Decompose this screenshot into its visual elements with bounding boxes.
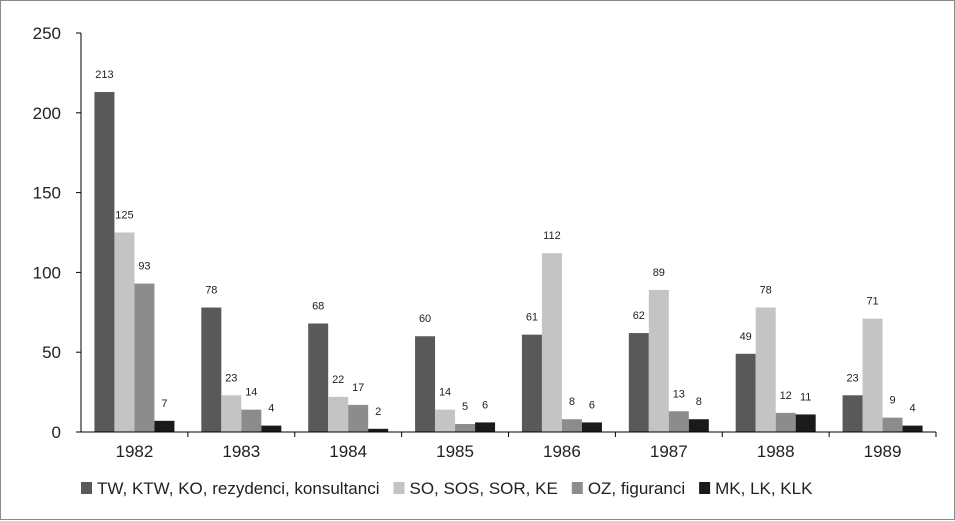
x-tick-label: 1985 xyxy=(436,442,474,461)
data-label: 22 xyxy=(332,374,344,386)
bar xyxy=(201,307,222,432)
data-label: 6 xyxy=(482,399,488,411)
data-label: 4 xyxy=(268,403,274,415)
bar xyxy=(795,414,816,432)
bar xyxy=(134,283,155,432)
bar xyxy=(241,409,262,432)
y-tick-label: 150 xyxy=(33,184,61,203)
x-tick-label: 1988 xyxy=(757,442,795,461)
bar xyxy=(154,420,175,432)
legend-label: MK, LK, KLK xyxy=(715,479,813,498)
legend: TW, KTW, KO, rezydenci, konsultanci SO, S… xyxy=(81,479,813,498)
bar xyxy=(308,323,329,432)
bar xyxy=(648,289,669,432)
data-label: 49 xyxy=(740,331,752,343)
data-label: 89 xyxy=(653,267,665,279)
x-tick-label: 1987 xyxy=(650,442,688,461)
data-label: 125 xyxy=(115,210,133,222)
bar xyxy=(775,412,796,432)
legend-swatch xyxy=(571,482,583,494)
legend-swatch xyxy=(699,482,711,494)
bar xyxy=(902,425,923,432)
bar xyxy=(581,422,602,432)
data-label: 17 xyxy=(352,382,364,394)
data-label: 78 xyxy=(205,285,217,297)
bar xyxy=(261,425,282,432)
bar xyxy=(435,409,456,432)
x-tick-label: 1984 xyxy=(329,442,367,461)
bar xyxy=(688,419,709,432)
data-label: 23 xyxy=(846,372,858,384)
legend-swatch xyxy=(81,482,92,494)
data-label: 93 xyxy=(138,261,150,273)
bar xyxy=(455,424,476,432)
bar xyxy=(842,395,863,432)
bar xyxy=(221,395,242,432)
bar xyxy=(628,333,649,432)
bar xyxy=(755,307,776,432)
y-tick-label: 250 xyxy=(33,24,61,43)
bar xyxy=(475,422,496,432)
bar xyxy=(368,428,389,432)
data-label: 23 xyxy=(225,372,237,384)
y-tick-label: 200 xyxy=(33,104,61,123)
data-label: 14 xyxy=(439,387,451,399)
bar xyxy=(415,336,436,432)
bar xyxy=(521,334,542,432)
x-tick-label: 1986 xyxy=(543,442,581,461)
y-tick-label: 0 xyxy=(52,423,61,442)
legend-label: SO, SOS, SOR, KE xyxy=(409,479,557,498)
data-label: 62 xyxy=(633,310,645,322)
data-label: 11 xyxy=(800,391,811,403)
data-label: 13 xyxy=(673,388,685,400)
legend-swatch xyxy=(393,482,405,494)
data-label: 71 xyxy=(866,296,878,308)
bar xyxy=(882,417,903,432)
bar xyxy=(541,253,562,432)
data-label: 8 xyxy=(696,396,702,408)
bar xyxy=(348,404,369,432)
bar xyxy=(114,232,135,432)
bar xyxy=(862,318,883,432)
data-label: 60 xyxy=(419,313,431,325)
y-axis: 0 50 100 150 200 250 xyxy=(33,24,82,442)
y-tick-label: 50 xyxy=(42,343,61,362)
data-label: 7 xyxy=(161,398,167,410)
bar xyxy=(735,353,756,432)
data-label: 112 xyxy=(543,230,561,242)
data-label: 78 xyxy=(760,285,772,297)
data-label: 14 xyxy=(245,387,257,399)
data-label: 8 xyxy=(569,396,575,408)
data-label: 4 xyxy=(910,403,916,415)
data-label: 9 xyxy=(890,395,896,407)
data-label: 213 xyxy=(95,69,113,81)
data-label: 12 xyxy=(780,390,792,402)
data-label: 5 xyxy=(462,401,468,413)
bar xyxy=(561,419,582,432)
x-tick-label: 1982 xyxy=(116,442,154,461)
data-label: 2 xyxy=(375,406,381,418)
y-tick-label: 100 xyxy=(33,263,61,282)
data-label: 61 xyxy=(526,312,538,324)
legend-label: OZ, figuranci xyxy=(588,479,685,498)
bar xyxy=(328,396,349,432)
bar xyxy=(94,92,115,432)
bar xyxy=(668,411,689,432)
legend-label: TW, KTW, KO, rezydenci, konsultanci xyxy=(97,479,379,498)
data-label: 68 xyxy=(312,300,324,312)
x-axis: 1982 1983 1984 1985 1986 1987 1988 1989 xyxy=(81,431,937,461)
x-tick-label: 1983 xyxy=(222,442,260,461)
x-tick-label: 1989 xyxy=(864,442,902,461)
data-label: 6 xyxy=(589,399,595,411)
